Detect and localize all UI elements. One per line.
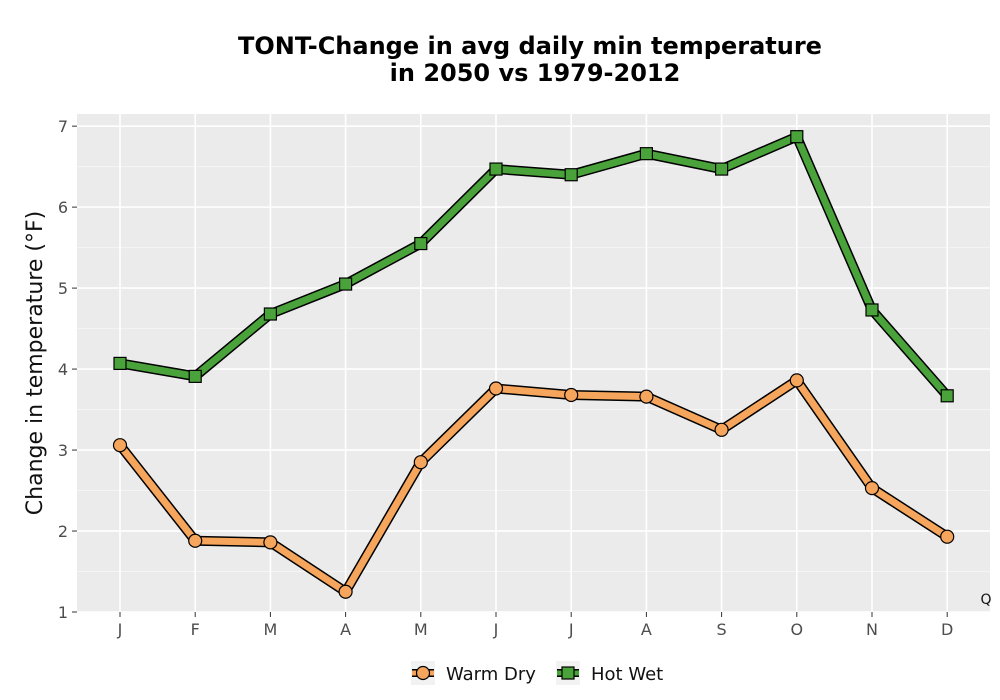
- corner-annotation: Q: [980, 592, 991, 608]
- x-tick-label: J: [493, 620, 499, 639]
- data-point-warm-dry: [188, 533, 203, 548]
- data-point-warm-dry: [413, 455, 428, 470]
- series-lines: [115, 131, 953, 597]
- chart-title-line-1: TONT-Change in avg daily min temperature: [238, 32, 822, 60]
- data-point-warm-dry: [864, 481, 880, 496]
- x-tick-label: F: [191, 620, 200, 639]
- legend-label-hot-wet: Hot Wet: [591, 664, 663, 685]
- major-gridlines: [77, 114, 990, 613]
- data-point-hot-wet: [564, 168, 578, 182]
- series-line-warm-dry: [116, 376, 951, 596]
- data-point-hot-wet: [414, 236, 428, 251]
- y-tick-label: 6: [58, 198, 68, 217]
- data-point-hot-wet: [790, 130, 804, 144]
- chart-title-line-2: in 2050 vs 1979-2012: [390, 59, 681, 87]
- data-point-warm-dry: [714, 422, 729, 437]
- y-axis-label: Change in temperature (°F): [23, 211, 48, 515]
- legend-marker-warm-dry: [415, 665, 431, 681]
- data-point-hot-wet: [339, 277, 353, 291]
- data-point-hot-wet: [865, 303, 879, 317]
- x-tick-label: A: [340, 620, 351, 639]
- legend: Warm Dry Hot Wet: [411, 661, 663, 685]
- y-tick-label: 4: [58, 360, 68, 379]
- data-point-warm-dry: [112, 438, 128, 453]
- data-point-hot-wet: [940, 389, 954, 403]
- data-point-warm-dry: [263, 535, 278, 550]
- minor-gridlines: [77, 166, 990, 573]
- x-tick-label: M: [414, 620, 428, 639]
- data-point-warm-dry: [488, 381, 504, 396]
- x-tick-label: J: [117, 620, 123, 639]
- plot-panel: [77, 114, 990, 612]
- x-tick-label: O: [791, 620, 804, 639]
- x-tick-label: J: [568, 620, 574, 639]
- y-tick-label: 3: [58, 441, 68, 460]
- data-point-hot-wet: [113, 356, 127, 371]
- data-point-warm-dry: [564, 387, 579, 403]
- chart-title: TONT-Change in avg daily min temperature…: [238, 32, 822, 87]
- data-point-warm-dry: [639, 389, 654, 404]
- data-point-hot-wet: [489, 162, 503, 176]
- y-axis-ticks: 1 2 3 4 5 6 7: [58, 117, 77, 622]
- y-tick-label: 2: [58, 522, 68, 541]
- x-tick-label: N: [866, 620, 878, 639]
- y-tick-label: 5: [58, 279, 68, 298]
- x-tick-label: M: [263, 620, 277, 639]
- data-point-warm-dry: [338, 584, 353, 599]
- y-tick-label: 1: [58, 603, 68, 622]
- x-tick-label: S: [717, 620, 727, 639]
- x-tick-label: D: [941, 620, 953, 639]
- y-tick-label: 7: [58, 117, 68, 136]
- series-markers: [112, 130, 955, 599]
- data-point-hot-wet: [188, 369, 202, 383]
- series-line-hot-wet: [116, 133, 951, 400]
- legend-label-warm-dry: Warm Dry: [446, 664, 536, 685]
- x-tick-label: A: [641, 620, 652, 639]
- legend-marker-hot-wet: [561, 666, 575, 680]
- data-point-warm-dry: [789, 373, 804, 388]
- data-point-hot-wet: [714, 162, 729, 176]
- data-point-hot-wet: [263, 307, 277, 321]
- data-point-warm-dry: [940, 529, 955, 544]
- data-point-hot-wet: [639, 147, 654, 161]
